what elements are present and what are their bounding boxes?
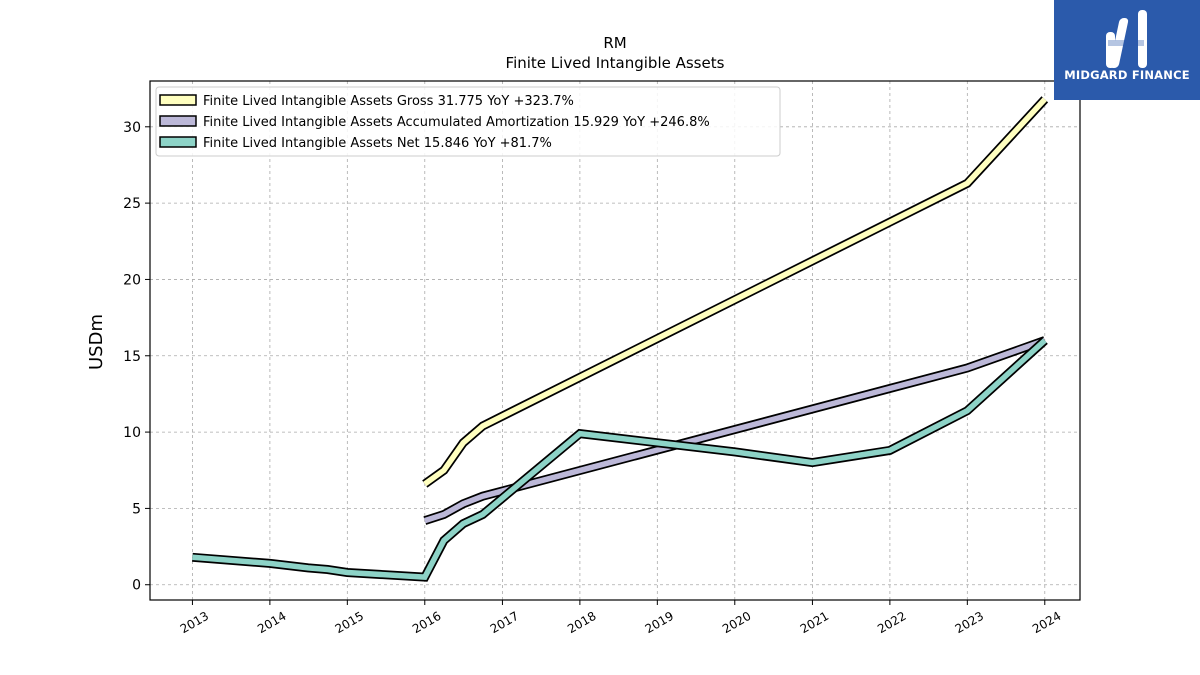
- series-fill: [192, 338, 1047, 580]
- x-tick-label: 2022: [875, 609, 908, 636]
- legend-box: [155, 86, 781, 157]
- chart-title: RM: [603, 34, 626, 52]
- series-lines: [192, 96, 1049, 582]
- y-tick-label: 10: [123, 425, 141, 441]
- series-line-1: [423, 336, 1047, 525]
- x-tick-label: 2014: [255, 609, 288, 636]
- legend: Finite Lived Intangible Assets Gross 31.…: [155, 86, 781, 157]
- legend-swatch: [159, 115, 197, 127]
- x-tick-label: 2013: [178, 609, 211, 636]
- series-fill: [423, 97, 1047, 487]
- x-tick-label: 2021: [798, 609, 831, 636]
- y-axis-ticks: 0 5 10 15 20 25 30: [123, 120, 150, 594]
- legend-swatch: [159, 136, 197, 148]
- x-axis-ticks: 2013 2014 2015 2016 2017 2018 2019 2020 2021 2022…: [178, 600, 1064, 636]
- x-tick-label: 2020: [720, 609, 753, 636]
- x-tick-label: 2015: [333, 609, 366, 636]
- legend-label: Finite Lived Intangible Assets Gross 31.…: [203, 94, 574, 109]
- y-tick-label: 5: [132, 501, 141, 517]
- chart-subtitle: Finite Lived Intangible Assets: [506, 54, 725, 72]
- legend-swatch: [159, 94, 197, 106]
- legend-label: Finite Lived Intangible Assets Net 15.84…: [203, 136, 552, 151]
- y-tick-label: 20: [123, 272, 141, 288]
- y-tick-label: 0: [132, 578, 141, 594]
- midgard-logo-icon: [1106, 10, 1147, 68]
- y-axis-label: USDm: [86, 314, 107, 370]
- series-fill: [423, 337, 1046, 524]
- legend-label: Finite Lived Intangible Assets Accumulat…: [203, 115, 710, 130]
- x-tick-label: 2019: [643, 609, 676, 636]
- y-tick-label: 15: [123, 349, 141, 365]
- grid: [150, 81, 1080, 600]
- x-tick-label: 2018: [565, 609, 598, 636]
- series-line-2: [192, 337, 1048, 582]
- x-tick-label: 2024: [1030, 609, 1063, 636]
- y-tick-label: 25: [123, 196, 141, 212]
- brand-name: MIDGARD FINANCE: [1064, 68, 1190, 82]
- series-line-0: [422, 96, 1049, 488]
- x-tick-label: 2017: [488, 609, 521, 636]
- brand-logo: MIDGARD FINANCE: [1054, 0, 1200, 100]
- plot-frame: [149, 80, 1081, 601]
- y-tick-label: 30: [123, 120, 141, 136]
- x-tick-label: 2016: [410, 609, 443, 636]
- x-tick-label: 2023: [953, 609, 986, 636]
